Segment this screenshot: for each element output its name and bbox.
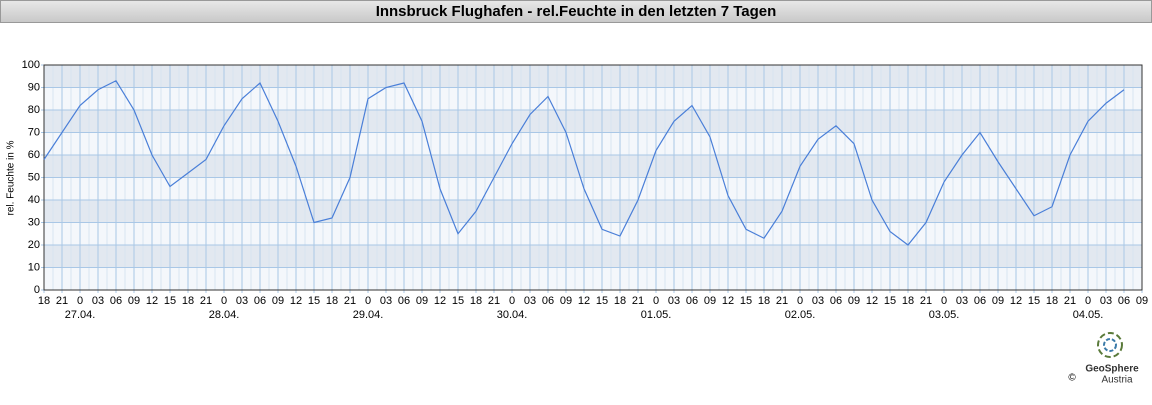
x-tick-label: 12 (578, 295, 590, 307)
x-tick-label: 09 (128, 295, 140, 307)
x-tick-label: 18 (38, 295, 50, 307)
x-tick-label: 03 (380, 295, 392, 307)
x-tick-label: 06 (254, 295, 266, 307)
date-label: 28.04. (209, 309, 240, 321)
x-tick-label: 12 (1010, 295, 1022, 307)
x-tick-label: 06 (110, 295, 122, 307)
x-tick-label: 18 (614, 295, 626, 307)
x-tick-label: 03 (956, 295, 968, 307)
date-label: 29.04. (353, 309, 384, 321)
x-tick-label: 12 (290, 295, 302, 307)
x-tick-label: 09 (848, 295, 860, 307)
x-tick-label: 09 (416, 295, 428, 307)
logo: GeoSphere Austria © (1068, 332, 1139, 386)
x-tick-label: 18 (182, 295, 194, 307)
logo-name: GeoSphere (1085, 364, 1139, 375)
x-tick-label: 0 (1085, 295, 1091, 307)
x-tick-label: 18 (470, 295, 482, 307)
x-tick-label: 03 (524, 295, 536, 307)
x-tick-label: 21 (1064, 295, 1076, 307)
x-tick-label: 12 (146, 295, 158, 307)
x-tick-label: 06 (686, 295, 698, 307)
x-tick-label: 12 (866, 295, 878, 307)
x-tick-label: 0 (941, 295, 947, 307)
x-tick-label: 06 (542, 295, 554, 307)
x-tick-label: 03 (236, 295, 248, 307)
x-tick-label: 15 (308, 295, 320, 307)
x-tick-label: 0 (653, 295, 659, 307)
x-tick-label: 15 (452, 295, 464, 307)
copyright: © (1068, 373, 1076, 384)
x-tick-label: 15 (164, 295, 176, 307)
x-tick-label: 15 (740, 295, 752, 307)
y-tick-label: 70 (28, 126, 40, 138)
x-tick-label: 18 (902, 295, 914, 307)
x-tick-label: 06 (1118, 295, 1130, 307)
x-tick-label: 15 (884, 295, 896, 307)
x-tick-label: 06 (398, 295, 410, 307)
x-tick-label: 15 (1028, 295, 1040, 307)
x-tick-label: 09 (560, 295, 572, 307)
x-tick-label: 0 (221, 295, 227, 307)
x-tick-label: 03 (812, 295, 824, 307)
logo-sub: Austria (1101, 375, 1133, 386)
x-tick-label: 03 (1100, 295, 1112, 307)
x-tick-label: 21 (56, 295, 68, 307)
x-tick-label: 21 (200, 295, 212, 307)
x-tick-label: 21 (488, 295, 500, 307)
y-tick-label: 40 (28, 194, 40, 206)
y-tick-label: 80 (28, 104, 40, 116)
date-label: 01.05. (641, 309, 672, 321)
y-tick-label: 30 (28, 216, 40, 228)
y-tick-label: 100 (22, 59, 40, 71)
x-tick-label: 0 (509, 295, 515, 307)
plot-frame (43, 64, 1143, 291)
x-tick-label: 12 (434, 295, 446, 307)
x-tick-label: 06 (974, 295, 986, 307)
y-tick-label: 50 (28, 171, 40, 183)
date-label: 27.04. (65, 309, 96, 321)
date-label: 03.05. (929, 309, 960, 321)
x-tick-label: 18 (1046, 295, 1058, 307)
y-tick-label: 0 (34, 284, 40, 296)
date-label: 30.04. (497, 309, 528, 321)
x-tick-label: 03 (668, 295, 680, 307)
x-tick-label: 21 (632, 295, 644, 307)
x-tick-label: 18 (326, 295, 338, 307)
y-axis-label: rel. Feuchte in % (6, 140, 17, 215)
data-line (43, 79, 1125, 246)
x-tick-label: 09 (1136, 295, 1148, 307)
date-label: 04.05. (1073, 309, 1104, 321)
y-tick-label: 60 (28, 149, 40, 161)
x-tick-label: 0 (77, 295, 83, 307)
y-tick-label: 90 (28, 81, 40, 93)
x-tick-label: 18 (758, 295, 770, 307)
x-tick-label: 03 (92, 295, 104, 307)
x-tick-label: 0 (365, 295, 371, 307)
x-tick-label: 12 (722, 295, 734, 307)
x-tick-label: 21 (920, 295, 932, 307)
date-label: 02.05. (785, 309, 816, 321)
x-tick-label: 21 (344, 295, 356, 307)
x-tick-label: 15 (596, 295, 608, 307)
x-tick-label: 09 (272, 295, 284, 307)
x-tick-label: 0 (797, 295, 803, 307)
x-tick-label: 06 (830, 295, 842, 307)
y-tick-label: 20 (28, 239, 40, 251)
x-tick-label: 09 (992, 295, 1004, 307)
chart-title: Innsbruck Flughafen - rel.Feuchte in den… (376, 3, 777, 20)
x-tick-label: 09 (704, 295, 716, 307)
x-tick-label: 21 (776, 295, 788, 307)
y-tick-label: 10 (28, 261, 40, 273)
